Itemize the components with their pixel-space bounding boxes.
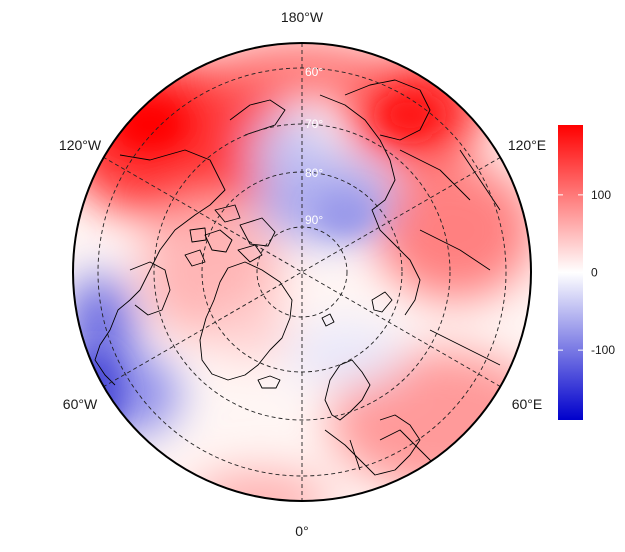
lon-label-60w: 60°W bbox=[63, 396, 98, 412]
lon-label-60e: 60°E bbox=[512, 396, 543, 412]
lat-label-90: 90° bbox=[305, 213, 323, 227]
lon-label-120w: 120°W bbox=[59, 137, 102, 153]
europe-coast bbox=[324, 414, 421, 476]
colorbar-tick-label: 100 bbox=[591, 188, 611, 202]
coastlines bbox=[94, 79, 501, 476]
colorbar-tick-label: -100 bbox=[591, 343, 615, 357]
lon-label-120e: 120°E bbox=[508, 137, 546, 153]
novaya-zemlya-outline bbox=[371, 291, 393, 313]
colorbar: 100 0 -100 bbox=[558, 125, 615, 420]
map-frame bbox=[72, 42, 532, 502]
longitude-labels: 180°W 120°W 120°E 60°W 60°E 0° bbox=[59, 9, 546, 539]
lat-label-60: 60° bbox=[305, 65, 323, 79]
anomaly-field bbox=[73, 43, 531, 501]
lat-label-80: 80° bbox=[305, 166, 323, 180]
colorbar-ticks: 100 0 -100 bbox=[558, 188, 615, 357]
lon-label-180w: 180°W bbox=[281, 9, 324, 25]
greenland-outline bbox=[199, 261, 293, 381]
iceland-outline bbox=[257, 375, 281, 389]
lat-label-70: 70° bbox=[305, 117, 323, 131]
north-america-coast bbox=[94, 149, 226, 386]
graticule-lat-70 bbox=[153, 123, 451, 421]
latitude-labels: 60° 70° 80° 90° bbox=[305, 65, 323, 227]
colorbar-tick-label: 0 bbox=[591, 266, 598, 280]
chukotka-coast bbox=[344, 79, 431, 141]
svalbard-outline bbox=[321, 313, 335, 327]
country-borders bbox=[349, 149, 501, 471]
graticule bbox=[97, 43, 507, 501]
hudson-bay-coast bbox=[129, 261, 171, 316]
map-panel: 60° 70° 80° 90° 180°W 120°W 120°E 60°W 6… bbox=[59, 9, 546, 539]
canadian-archipelago-outline bbox=[184, 204, 263, 267]
siberia-coast bbox=[319, 94, 421, 316]
lon-label-0: 0° bbox=[295, 523, 308, 539]
scandinavia-coast bbox=[324, 359, 371, 421]
